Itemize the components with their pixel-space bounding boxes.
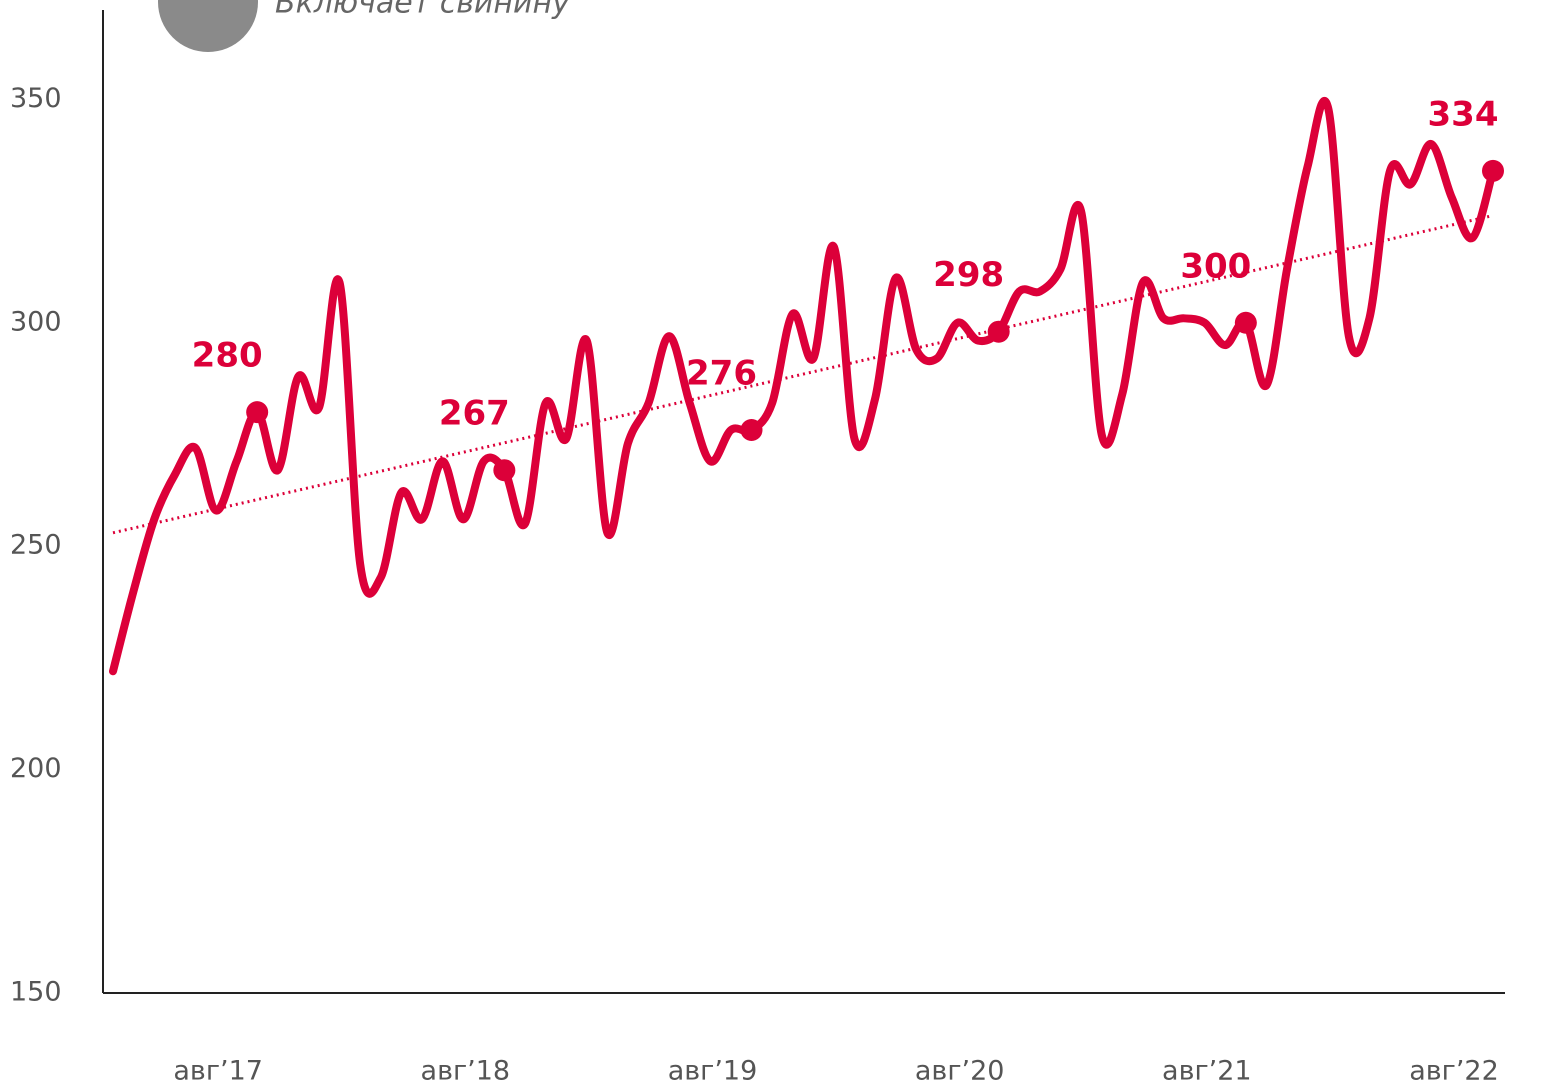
data-label: 280 bbox=[192, 336, 263, 376]
x-tick-label: авг’21 bbox=[1162, 1056, 1252, 1086]
y-tick-label: 200 bbox=[10, 753, 62, 784]
y-tick-label: 150 bbox=[10, 977, 62, 1008]
subtitle: Включает свинину bbox=[275, 0, 571, 21]
icon bbox=[158, 0, 258, 52]
marker bbox=[1482, 159, 1504, 182]
x-tick-label: авг’17 bbox=[173, 1056, 263, 1086]
marker bbox=[987, 320, 1010, 343]
y-tick-label: 250 bbox=[10, 530, 62, 561]
data-label: 334 bbox=[1428, 94, 1499, 134]
data-label: 300 bbox=[1180, 246, 1251, 286]
y-tick-label: 300 bbox=[10, 306, 62, 337]
marker bbox=[740, 419, 763, 442]
data-label: 267 bbox=[439, 394, 510, 434]
x-tick-label: авг’18 bbox=[421, 1056, 511, 1086]
data-label: 276 bbox=[686, 354, 757, 394]
x-tick-label: авг’22 bbox=[1409, 1056, 1499, 1086]
x-tick-label: авг’19 bbox=[668, 1056, 758, 1086]
marker bbox=[246, 401, 269, 424]
trend-line bbox=[112, 214, 1494, 535]
marker bbox=[1234, 311, 1257, 334]
data-line bbox=[109, 96, 1497, 676]
data-label: 298 bbox=[933, 255, 1004, 295]
x-tick-label: авг’20 bbox=[915, 1056, 1005, 1086]
y-tick-label: 350 bbox=[10, 83, 62, 114]
marker bbox=[493, 459, 516, 482]
